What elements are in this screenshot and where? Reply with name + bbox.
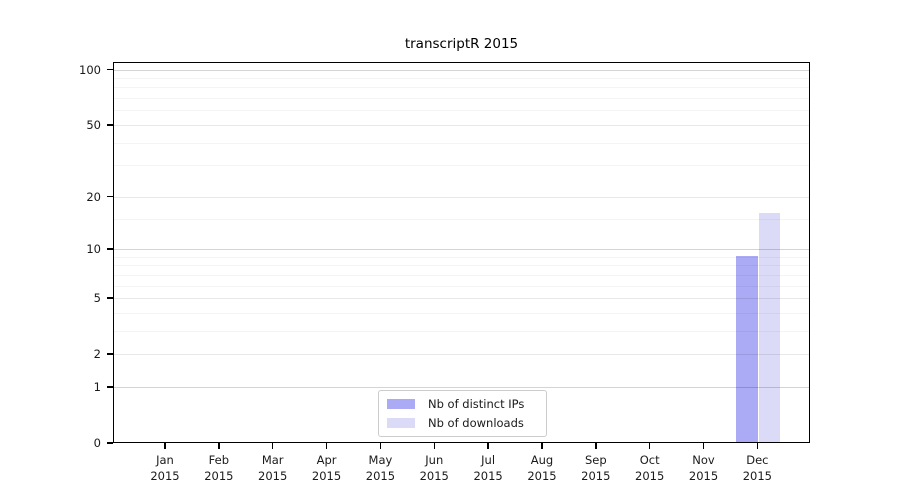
x-axis-tick: [648, 443, 651, 449]
gridline-minor: [114, 265, 809, 267]
x-axis-tick: [218, 443, 220, 449]
x-tick-label: Jul 2015: [456, 452, 520, 484]
x-axis-tick: [271, 443, 274, 449]
gridline-minor: [114, 142, 809, 144]
y-axis-tick: [107, 248, 113, 250]
y-axis-tick: [107, 353, 113, 355]
x-tick-month: Jul: [481, 453, 496, 467]
bar-downloads: [758, 212, 781, 442]
y-axis-tick: [107, 68, 113, 71]
plot-area: [113, 62, 810, 443]
x-tick-year: 2015: [473, 469, 503, 483]
x-tick-year: 2015: [635, 469, 665, 483]
x-tick-month: Jan: [156, 453, 174, 467]
gridline-minor: [114, 285, 809, 287]
y-tick-label: 10: [86, 242, 101, 256]
x-tick-year: 2015: [311, 469, 342, 483]
gridline-minor: [114, 78, 809, 80]
x-tick-label: Oct 2015: [618, 452, 682, 484]
y-axis-tick: [107, 442, 113, 444]
x-axis-tick: [595, 443, 597, 449]
legend-entry: Nb of downloads: [387, 415, 546, 431]
x-axis-tick: [379, 443, 382, 449]
y-axis-tick: [107, 386, 113, 388]
x-tick-year: 2015: [581, 469, 611, 483]
x-tick-label: Mar 2015: [241, 452, 305, 484]
gridline-minor: [114, 330, 809, 332]
x-tick-label: Nov 2015: [672, 452, 736, 484]
x-tick-label: Feb 2015: [187, 452, 251, 484]
x-tick-year: 2015: [258, 469, 288, 483]
x-tick-year: 2015: [365, 469, 396, 483]
x-tick-month: Apr: [316, 453, 337, 467]
x-tick-label: Apr 2015: [295, 452, 359, 484]
x-tick-month: Aug: [530, 453, 554, 467]
gridline-mid: [114, 354, 809, 356]
y-axis-tick: [107, 124, 113, 126]
x-tick-year: 2015: [204, 469, 234, 483]
x-tick-year: 2015: [419, 469, 449, 483]
x-tick-month: May: [368, 453, 393, 467]
y-tick-label: 1: [93, 379, 101, 394]
legend-swatch-downloads: [387, 418, 415, 428]
gridline-mid: [114, 298, 809, 300]
legend-label: Nb of distinct IPs: [428, 397, 525, 411]
x-axis-tick: [702, 443, 705, 449]
x-tick-month: Oct: [639, 453, 660, 467]
gridline-minor: [114, 256, 809, 258]
y-tick-label: 100: [79, 62, 101, 77]
x-tick-year: 2015: [742, 469, 773, 483]
x-tick-month: Feb: [208, 453, 230, 467]
gridline-minor: [114, 312, 809, 314]
x-tick-label: Dec 2015: [725, 452, 789, 484]
bar-distinct-ips: [736, 255, 758, 442]
x-tick-month: Mar: [261, 453, 284, 467]
x-tick-month: Sep: [584, 453, 607, 467]
gridline-minor: [114, 218, 809, 220]
x-tick-label: Jan 2015: [133, 452, 197, 484]
x-axis-tick: [164, 443, 166, 449]
legend: Nb of distinct IPs Nb of downloads: [378, 390, 547, 437]
gridline-minor: [114, 165, 809, 167]
x-tick-month: Jun: [425, 453, 444, 467]
legend-label: Nb of downloads: [428, 416, 524, 430]
x-tick-label: Jun 2015: [402, 452, 466, 484]
x-tick-label: Sep 2015: [564, 452, 628, 484]
y-tick-label: 0: [93, 436, 101, 450]
chart-title: transcriptR 2015: [404, 36, 519, 52]
gridline-minor: [114, 98, 809, 100]
gridline-mid: [114, 124, 809, 126]
y-tick-label: 2: [93, 347, 101, 362]
x-axis-tick: [756, 443, 759, 449]
x-tick-year: 2015: [527, 469, 557, 483]
x-axis-tick: [433, 443, 435, 449]
x-tick-month: Dec: [746, 453, 769, 467]
gridline-minor: [114, 110, 809, 112]
x-axis-tick: [487, 443, 489, 449]
x-tick-label: May 2015: [348, 452, 412, 484]
x-tick-year: 2015: [150, 469, 180, 483]
gridline-mid: [114, 196, 809, 198]
gridline-minor: [114, 87, 809, 89]
y-axis-tick: [107, 195, 113, 198]
x-tick-year: 2015: [688, 469, 719, 483]
x-tick-month: Nov: [692, 453, 715, 467]
y-tick-label: 20: [86, 189, 101, 204]
x-axis-tick: [541, 443, 543, 449]
gridline-major: [114, 386, 809, 388]
x-axis-tick: [325, 443, 328, 449]
gridline-major: [114, 69, 809, 71]
legend-entry: Nb of distinct IPs: [387, 396, 546, 412]
gridline-major: [114, 249, 809, 250]
gridline-minor: [114, 274, 809, 276]
legend-swatch-distinct-ips: [387, 399, 415, 409]
y-axis-tick: [107, 297, 113, 299]
y-tick-label: 50: [86, 117, 101, 132]
x-tick-label: Aug 2015: [510, 452, 574, 484]
y-tick-label: 5: [93, 291, 101, 306]
